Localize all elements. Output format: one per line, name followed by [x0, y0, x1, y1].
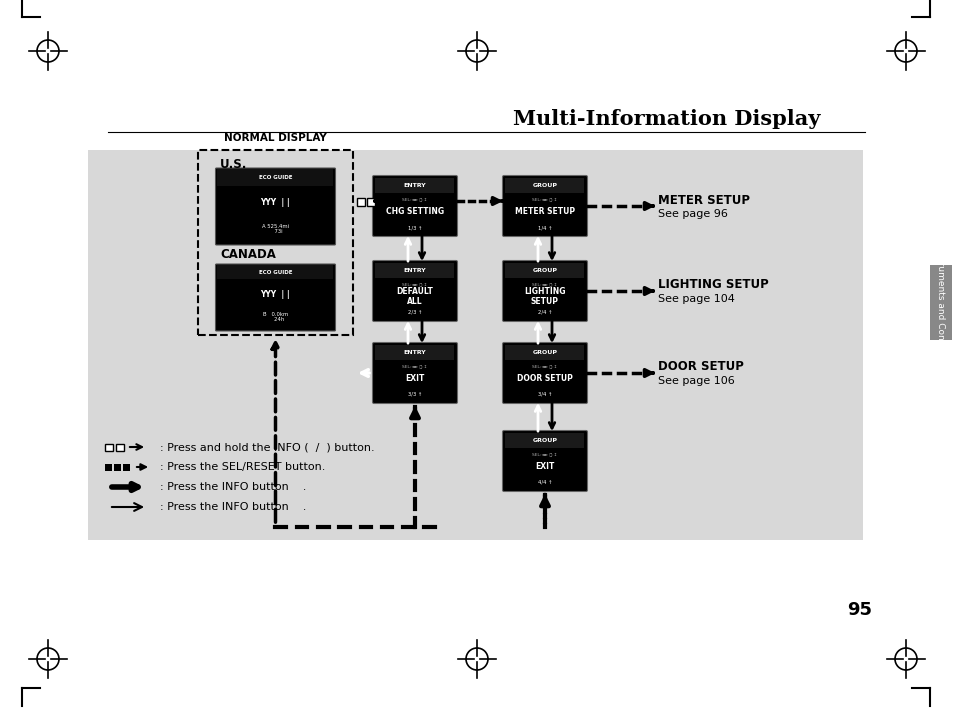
Text: YYY  | |: YYY | |: [260, 198, 290, 207]
Text: U.S.: U.S.: [220, 158, 247, 170]
Text: 3/4 ↑: 3/4 ↑: [537, 392, 552, 397]
Text: GROUP: GROUP: [532, 182, 557, 187]
Bar: [929, 265, 951, 340]
Bar: [375, 263, 454, 278]
Text: YYY  | |: YYY | |: [260, 290, 290, 299]
Text: A 525.4mi
    73i: A 525.4mi 73i: [262, 224, 289, 234]
Text: 95: 95: [846, 601, 872, 619]
Text: Instruments and Controls: Instruments and Controls: [936, 245, 944, 359]
FancyBboxPatch shape: [502, 175, 587, 236]
Text: EXIT: EXIT: [535, 462, 554, 471]
Text: METER SETUP: METER SETUP: [515, 207, 575, 217]
Text: SEL:◄► ⓘ:↕: SEL:◄► ⓘ:↕: [402, 282, 427, 286]
Text: DOOR SETUP: DOOR SETUP: [517, 374, 573, 383]
Text: ENTRY: ENTRY: [403, 349, 426, 354]
Text: ENTRY: ENTRY: [403, 182, 426, 187]
Bar: [105, 464, 112, 471]
Text: : Press the INFO button    .: : Press the INFO button .: [160, 482, 306, 492]
Bar: [505, 345, 584, 360]
Text: : Press and hold the INFO (  /  ) button.: : Press and hold the INFO ( / ) button.: [160, 442, 375, 452]
Bar: [367, 198, 375, 206]
Text: SEL:◄► ⓘ:↕: SEL:◄► ⓘ:↕: [532, 197, 558, 201]
Text: LIGHTING SETUP: LIGHTING SETUP: [658, 278, 768, 292]
Bar: [505, 178, 584, 193]
Bar: [356, 198, 365, 206]
Bar: [505, 433, 584, 448]
FancyBboxPatch shape: [372, 175, 457, 236]
Text: See page 106: See page 106: [658, 376, 734, 386]
Bar: [375, 178, 454, 193]
Text: GROUP: GROUP: [532, 268, 557, 273]
Bar: [375, 345, 454, 360]
Text: SEL:◄► ⓘ:↕: SEL:◄► ⓘ:↕: [532, 282, 558, 286]
Text: 2/4 ↑: 2/4 ↑: [537, 310, 552, 315]
Text: : Press the SEL/RESET button.: : Press the SEL/RESET button.: [160, 462, 325, 472]
Text: ECO GUIDE: ECO GUIDE: [258, 175, 292, 180]
Text: NORMAL DISPLAY: NORMAL DISPLAY: [224, 133, 327, 143]
Text: EXIT: EXIT: [405, 374, 424, 383]
Bar: [105, 444, 112, 451]
Text: SEL:◄► ⓘ:↕: SEL:◄► ⓘ:↕: [532, 452, 558, 456]
Text: SEL:◄► ⓘ:↕: SEL:◄► ⓘ:↕: [532, 364, 558, 368]
Text: SEL:◄► ⓘ:↕: SEL:◄► ⓘ:↕: [402, 197, 427, 201]
Text: SEL:◄► ⓘ:↕: SEL:◄► ⓘ:↕: [402, 364, 427, 368]
Bar: [116, 444, 124, 451]
FancyBboxPatch shape: [502, 261, 587, 322]
FancyBboxPatch shape: [372, 342, 457, 403]
Text: B   0.0km
     24h: B 0.0km 24h: [263, 312, 288, 322]
Text: DOOR SETUP: DOOR SETUP: [658, 361, 743, 373]
FancyBboxPatch shape: [215, 168, 335, 245]
Text: 2/3 ↑: 2/3 ↑: [407, 310, 422, 315]
Text: 1/4 ↑: 1/4 ↑: [537, 225, 552, 230]
Text: Multi-Information Display: Multi-Information Display: [512, 109, 820, 129]
Text: 3/3 ↑: 3/3 ↑: [408, 392, 421, 397]
Text: METER SETUP: METER SETUP: [658, 194, 749, 207]
Text: DEFAULT
ALL: DEFAULT ALL: [396, 288, 433, 306]
Text: CANADA: CANADA: [220, 248, 275, 261]
Text: LIGHTING
SETUP: LIGHTING SETUP: [524, 288, 565, 306]
FancyBboxPatch shape: [502, 430, 587, 491]
Bar: [505, 263, 584, 278]
Text: 4/4 ↑: 4/4 ↑: [537, 480, 552, 485]
Bar: [88, 150, 862, 540]
Text: GROUP: GROUP: [532, 437, 557, 442]
Text: ECO GUIDE: ECO GUIDE: [258, 270, 292, 275]
Text: 1/3 ↑: 1/3 ↑: [407, 225, 422, 230]
Bar: [123, 464, 130, 471]
Bar: [113, 464, 121, 471]
Text: CHG SETTING: CHG SETTING: [386, 207, 443, 217]
FancyBboxPatch shape: [502, 342, 587, 403]
Text: See page 104: See page 104: [658, 294, 734, 304]
Text: See page 96: See page 96: [658, 209, 727, 219]
FancyBboxPatch shape: [215, 264, 335, 331]
Bar: [217, 169, 334, 185]
Text: : Press the INFO button    .: : Press the INFO button .: [160, 502, 306, 512]
Text: GROUP: GROUP: [532, 349, 557, 354]
FancyBboxPatch shape: [372, 261, 457, 322]
Bar: [217, 265, 334, 279]
Text: ENTRY: ENTRY: [403, 268, 426, 273]
